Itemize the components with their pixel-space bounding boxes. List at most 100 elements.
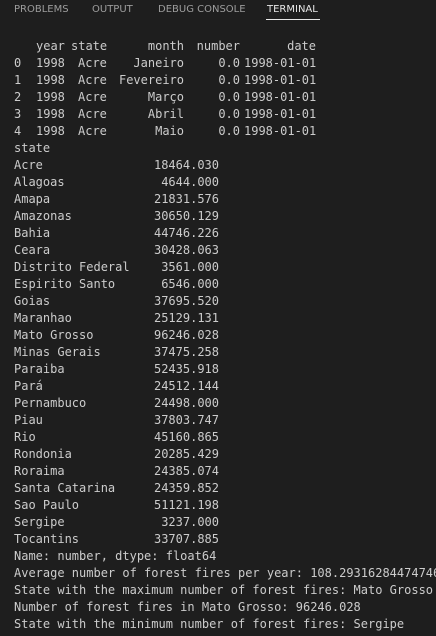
series-value: 33707.885 — [153, 532, 219, 546]
series-row: Sao Paulo 51121.198 — [0, 497, 436, 514]
series-row: Goias 37695.520 — [0, 293, 436, 310]
series-row: Rio 45160.865 — [0, 429, 436, 446]
series-value: 37803.747 — [153, 413, 219, 427]
series-value: 24512.144 — [153, 379, 219, 393]
series-value: 37695.520 — [153, 294, 219, 308]
series-row: Maranhao 25129.131 — [0, 310, 436, 327]
series-state: Bahia — [14, 226, 51, 240]
tab-output[interactable]: OUTPUT — [92, 4, 133, 15]
series-value: 30650.129 — [153, 209, 219, 223]
df-cell-year: 1998 — [36, 73, 65, 87]
df-row: 0 1998 Acre Janeiro 0.0 1998-01-01 — [0, 55, 436, 72]
series-state: Sergipe — [14, 515, 65, 529]
df-cell-number: 0.0 — [218, 124, 240, 138]
series-value: 96246.028 — [153, 328, 219, 342]
active-tab-indicator — [266, 19, 320, 20]
series-state: Paraiba — [14, 362, 65, 376]
tab-terminal[interactable]: TERMINAL — [267, 4, 318, 15]
series-value: 37475.258 — [153, 345, 219, 359]
series-state: Minas Gerais — [14, 345, 101, 359]
series-state: Espirito Santo — [14, 277, 116, 291]
series-row: Ceara 30428.063 — [0, 242, 436, 259]
series-state: Pernambuco — [14, 396, 87, 410]
df-column-header: month — [147, 39, 184, 53]
panel-tab-bar: PROBLEMS OUTPUT DEBUG CONSOLE TERMINAL — [0, 0, 436, 22]
df-row: 4 1998 Acre Maio 0.0 1998-01-01 — [0, 123, 436, 140]
df-cell-month: Fevereiro — [118, 73, 184, 87]
series-row: Espirito Santo 6546.000 — [0, 276, 436, 293]
df-cell-year: 1998 — [36, 107, 65, 121]
series-row: Pará 24512.144 — [0, 378, 436, 395]
series-row: Rondonia 20285.429 — [0, 446, 436, 463]
df-cell-state: Acre — [78, 124, 107, 138]
series-index-label: state — [14, 141, 51, 155]
series-state: Sao Paulo — [14, 498, 80, 512]
df-row-index: 3 — [14, 107, 22, 121]
summary-line: State with the maximum number of forest … — [0, 582, 436, 599]
series-state: Amazonas — [14, 209, 72, 223]
series-row: Tocantins 33707.885 — [0, 531, 436, 548]
series-index-name: state — [0, 140, 436, 157]
terminal-output[interactable]: year state month number date 0 1998 Acre Ja… — [0, 38, 436, 636]
series-state: Rio — [14, 430, 36, 444]
series-value: 51121.198 — [153, 498, 219, 512]
df-cell-month: Março — [147, 90, 184, 104]
series-state: Santa Catarina — [14, 481, 116, 495]
df-cell-number: 0.0 — [218, 90, 240, 104]
df-row-index: 1 — [14, 73, 22, 87]
df-cell-month: Janeiro — [133, 56, 184, 70]
tab-problems[interactable]: PROBLEMS — [14, 4, 69, 15]
df-cell-month: Maio — [155, 124, 184, 138]
df-cell-number: 0.0 — [218, 73, 240, 87]
df-row-index: 0 — [14, 56, 22, 70]
series-value: 6546.000 — [161, 277, 219, 291]
df-cell-date: 1998-01-01 — [244, 90, 317, 104]
series-state: Amapa — [14, 192, 51, 206]
series-value: 52435.918 — [153, 362, 219, 376]
series-state: Roraima — [14, 464, 65, 478]
series-value: 24385.074 — [153, 464, 219, 478]
series-value: 21831.576 — [153, 192, 219, 206]
df-column-header: state — [71, 39, 108, 53]
series-value: 20285.429 — [153, 447, 219, 461]
series-value: 24498.000 — [153, 396, 219, 410]
summary-line: Number of forest fires in Mato Grosso: 9… — [0, 599, 436, 616]
series-state: Pará — [14, 379, 43, 393]
df-column-header: number — [196, 39, 240, 53]
series-value: 30428.063 — [153, 243, 219, 257]
summary-line: State with the minimum number of forest … — [0, 616, 436, 633]
df-cell-state: Acre — [78, 56, 107, 70]
series-value: 44746.226 — [153, 226, 219, 240]
df-cell-number: 0.0 — [218, 107, 240, 121]
series-value: 45160.865 — [153, 430, 219, 444]
series-state: Tocantins — [14, 532, 80, 546]
df-cell-month: Abril — [147, 107, 184, 121]
series-row: Mato Grosso 96246.028 — [0, 327, 436, 344]
df-cell-number: 0.0 — [218, 56, 240, 70]
series-value: 24359.852 — [153, 481, 219, 495]
series-value: 25129.131 — [153, 311, 219, 325]
df-row: 1 1998 Acre Fevereiro 0.0 1998-01-01 — [0, 72, 436, 89]
series-value: 3561.000 — [161, 260, 219, 274]
df-row: 2 1998 Acre Março 0.0 1998-01-01 — [0, 89, 436, 106]
tab-debug-console[interactable]: DEBUG CONSOLE — [158, 4, 246, 15]
series-dtype-line: Name: number, dtype: float64 — [14, 549, 217, 563]
df-cell-year: 1998 — [36, 124, 65, 138]
series-row: Roraima 24385.074 — [0, 463, 436, 480]
summary-text: Number of forest fires in Mato Grosso: 9… — [14, 600, 361, 614]
series-row: Amazonas 30650.129 — [0, 208, 436, 225]
series-state: Acre — [14, 158, 43, 172]
series-row: Alagoas 4644.000 — [0, 174, 436, 191]
df-cell-date: 1998-01-01 — [244, 124, 317, 138]
df-cell-date: 1998-01-01 — [244, 56, 317, 70]
series-row: Distrito Federal 3561.000 — [0, 259, 436, 276]
series-state: Maranhao — [14, 311, 72, 325]
series-state: Distrito Federal — [14, 260, 130, 274]
df-row: 3 1998 Acre Abril 0.0 1998-01-01 — [0, 106, 436, 123]
series-value: 18464.030 — [153, 158, 219, 172]
df-row-index: 4 — [14, 124, 22, 138]
series-row: Piau 37803.747 — [0, 412, 436, 429]
series-footer: Name: number, dtype: float64 — [0, 548, 436, 565]
series-state: Piau — [14, 413, 43, 427]
series-state: Goias — [14, 294, 51, 308]
